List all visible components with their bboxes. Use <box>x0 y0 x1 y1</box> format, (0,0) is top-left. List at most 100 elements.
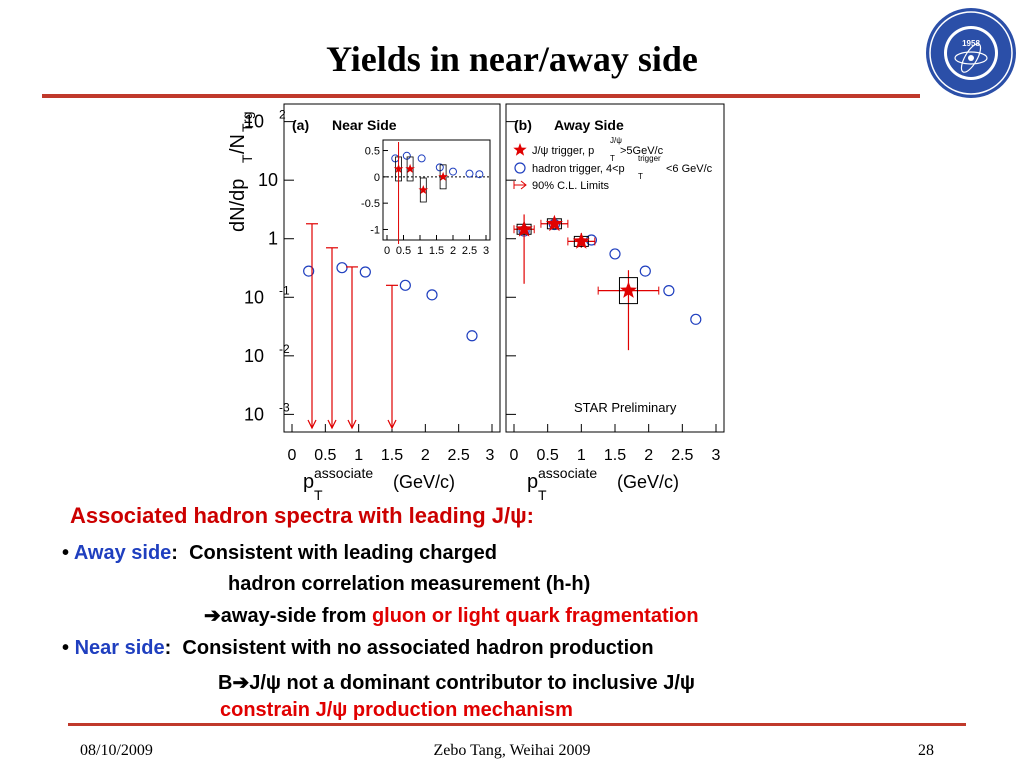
legend-jpsi-sup: J/ψ <box>610 136 622 145</box>
x-tick-label: 0 <box>288 447 297 464</box>
hadron-point <box>609 248 621 260</box>
y-tick-label: 10 <box>244 404 264 424</box>
inset-x-tick-label: 0 <box>384 245 390 257</box>
inset-sys-box <box>439 164 447 190</box>
arrow-right-icon: ➔ <box>232 672 250 694</box>
inset-y-tick-label: 0.5 <box>365 146 380 158</box>
y-tick-exponent: -3 <box>279 400 290 414</box>
near-side-label: Near side <box>74 637 165 659</box>
x-axis-label-left-sup: associate <box>314 465 373 481</box>
bullet-away-line3: ➔away-side from gluon or light quark fra… <box>204 603 699 628</box>
inset-hadron-point <box>449 167 457 176</box>
inset-x-tick-label: 2 <box>450 245 456 257</box>
jpsi-sys-box <box>618 277 638 305</box>
inset-jpsi-star <box>405 163 415 173</box>
bullet-away-line1: • Away side: Consistent with leading cha… <box>62 542 497 565</box>
x-tick-label: 0.5 <box>537 447 559 464</box>
x-tick-label: 2 <box>421 447 430 464</box>
hadron-point <box>639 265 651 277</box>
y-tick-exponent: -1 <box>279 283 290 297</box>
hadron-point <box>359 266 371 278</box>
x-axis-label-right-sup: associate <box>538 465 597 481</box>
x-tick-label: 0.5 <box>314 447 336 464</box>
hadron-point <box>663 285 675 297</box>
hadron-point <box>690 313 702 325</box>
bullet-dot: • <box>62 637 75 659</box>
inset-hadron-point <box>417 154 426 163</box>
near-side-highlight: constrain J/ψ production mechanism <box>220 699 573 721</box>
y-tick-label: 10 <box>244 346 264 366</box>
x-axis-label-left-sub: T <box>314 487 323 500</box>
legend-hadron-label: hadron trigger, 4<p <box>532 163 625 175</box>
hadron-point <box>303 265 315 277</box>
inset-jpsi-star <box>418 185 429 194</box>
y-axis-sub: T <box>239 154 255 163</box>
panel-title: Away Side <box>554 117 624 133</box>
x-axis-label-left: p <box>303 471 314 493</box>
x-axis-label-right: p <box>527 471 538 493</box>
legend-limit-arrow <box>520 180 527 190</box>
y-tick-label: 10 <box>244 112 264 132</box>
near-side-text-2b: J/ψ not a dominant contributor to inclus… <box>249 672 695 694</box>
inset-x-tick-label: 3 <box>483 245 489 257</box>
y-axis-label: dN/dp <box>227 179 249 232</box>
yield-chart: (a) Near Side (b) Away Side 0 0.5 1 1.5 2 2.5 0 0.5… <box>227 103 725 500</box>
x-tick-label: 2.5 <box>671 447 693 464</box>
jpsi-star <box>572 232 590 249</box>
x-tick-label: 1.5 <box>604 447 626 464</box>
legend-hadron-circle <box>514 162 526 174</box>
legend-limits-label: 90% C.L. Limits <box>532 180 610 192</box>
y-tick-label: 1 <box>268 229 278 249</box>
hadron-point <box>336 262 348 274</box>
x-tick-label: 3 <box>486 447 495 464</box>
legend-hadron-sup: trigger <box>638 154 661 163</box>
inset-x-tick-label: 1.5 <box>429 245 444 257</box>
panel-label: (a) <box>292 117 309 133</box>
footer-divider <box>68 723 966 726</box>
jpsi-star <box>515 220 533 237</box>
limit-arrowhead <box>347 419 357 430</box>
inset-y-tick-label: -0.5 <box>361 198 380 210</box>
y-tick-exponent: 2 <box>279 108 286 122</box>
inset-y-tick-label: -1 <box>370 224 380 236</box>
x-tick-label: 1 <box>577 447 586 464</box>
jpsi-star <box>545 214 563 232</box>
arrow-right-icon: ➔ <box>204 605 221 627</box>
limit-arrowhead <box>387 419 397 430</box>
legend-hadron-sub: T <box>638 172 643 181</box>
y-tick-label: 10 <box>244 287 264 307</box>
svg-text:1958: 1958 <box>962 39 980 48</box>
footer-date: 08/10/2009 <box>80 742 153 759</box>
x-tick-label: 1.5 <box>381 447 403 464</box>
inset-sys-box <box>406 156 414 182</box>
bullet-colon: : <box>164 637 172 659</box>
inset-x-tick-label: 2.5 <box>462 245 477 257</box>
inset-x-tick-label: 1 <box>417 245 423 257</box>
y-axis-label-b: /N <box>227 134 249 154</box>
inset-y-tick-label: 0 <box>374 172 380 184</box>
footer-center: Zebo Tang, Weihai 2009 <box>433 742 591 759</box>
inset-jpsi-star <box>438 171 448 181</box>
x-axis-label-left-unit: (GeV/c) <box>393 472 455 492</box>
inset-x-tick-label: 0.5 <box>396 245 411 257</box>
away-side-highlight: gluon or light quark fragmentation <box>371 605 699 627</box>
legend-jpsi-label: J/ψ trigger, p <box>532 145 594 157</box>
x-tick-label: 3 <box>712 447 721 464</box>
star-preliminary-label: STAR Preliminary <box>574 400 677 415</box>
limit-arrowhead <box>327 419 337 430</box>
slide-title: Yields in near/away side <box>326 39 698 79</box>
limit-arrowhead <box>307 419 317 430</box>
hadron-point <box>466 330 478 342</box>
inset-hadron-point <box>465 169 474 178</box>
legend-hadron-label-b: <6 GeV/c <box>666 163 713 175</box>
legend-jpsi-label-b: >5GeV/c <box>620 145 664 157</box>
near-side-text-1: Consistent with no associated hadron pro… <box>182 637 654 659</box>
bullet-dot: • <box>62 542 74 564</box>
hadron-point <box>426 289 438 301</box>
away-side-label: Away side <box>73 542 172 564</box>
inset-hadron-point <box>475 170 484 179</box>
inset-sys-box <box>419 177 427 203</box>
away-side-text-1: Consistent with leading charged <box>189 542 497 564</box>
x-tick-label: 1 <box>354 447 363 464</box>
x-axis-label-right-sub: T <box>538 487 547 500</box>
